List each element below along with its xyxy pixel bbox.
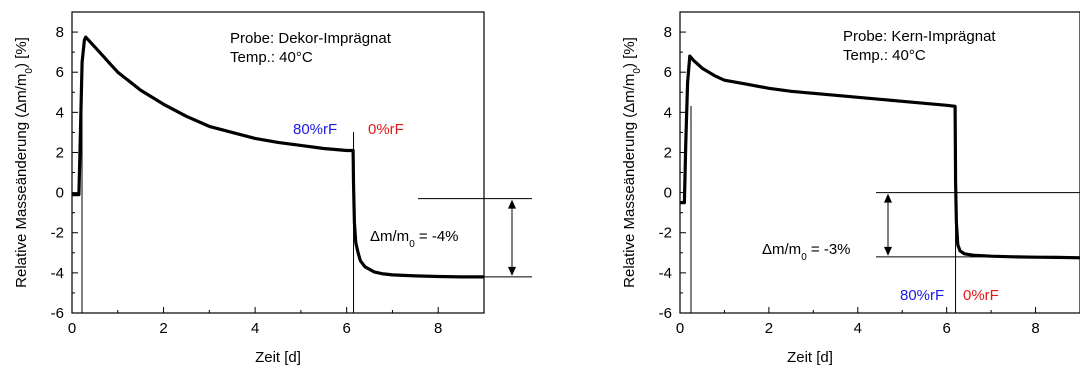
y-tick-label: 8	[56, 24, 64, 41]
chart-dekor: 0 2 4 6 8 -6 -4 -2 0 2 4 6 8 Zeit [d] Relative Mass…	[13, 11, 532, 366]
y-axis: -6 -4 -2 0 2 4 6 8	[51, 24, 78, 322]
delta-arrow-head-up	[884, 193, 892, 203]
label-80-rh: 80%rF	[900, 287, 944, 304]
data-series-line	[680, 54, 1080, 260]
x-tick-label: 8	[1031, 320, 1039, 337]
y-tick-label: -6	[659, 305, 672, 322]
y-axis-title: Relative Masseänderung (Δm/m0) [%]	[13, 37, 35, 288]
y-tick-label: 0	[664, 185, 672, 202]
delta-mass-label: Δm/m0 = -3%	[762, 241, 851, 263]
plot-frame	[71, 11, 485, 314]
plot-frame	[679, 11, 1080, 314]
x-axis-title: Zeit [d]	[787, 349, 833, 366]
y-tick-label: -4	[51, 265, 64, 282]
y-tick-label: -4	[659, 265, 672, 282]
y-tick-label: 6	[664, 64, 672, 81]
x-tick-label: 2	[765, 320, 773, 337]
x-tick-label: 4	[854, 320, 862, 337]
legend-temperature: Temp.: 40°C	[843, 47, 926, 64]
annotation-lines	[690, 106, 1080, 313]
label-0-rh: 0%rF	[963, 287, 999, 304]
y-tick-label: 0	[56, 185, 64, 202]
y-tick-label: -2	[659, 225, 672, 242]
y-tick-label: 8	[664, 24, 672, 41]
x-axis: 0 2 4 6 8	[68, 307, 442, 337]
y-tick-label: 6	[56, 64, 64, 81]
x-axis-title: Zeit [d]	[255, 349, 301, 366]
y-axis: -6 -4 -2 0 2 4 6 8	[659, 24, 686, 322]
delta-arrow-head-down	[508, 266, 516, 276]
legend-sample: Probe: Dekor-Imprägnat	[230, 30, 392, 47]
x-tick-label: 0	[68, 320, 76, 337]
y-tick-label: 2	[664, 144, 672, 161]
x-tick-label: 4	[251, 320, 259, 337]
y-axis-title: Relative Masseänderung (Δm/m0) [%]	[621, 37, 643, 288]
delta-arrow-head-down	[884, 246, 892, 256]
data-series-line	[72, 35, 484, 279]
y-tick-label: 4	[56, 104, 64, 121]
x-tick-label: 6	[342, 320, 350, 337]
legend-temperature: Temp.: 40°C	[230, 49, 313, 66]
y-tick-label: 4	[664, 104, 672, 121]
x-axis: 0 2 4 6 8	[676, 307, 1040, 337]
y-tick-label: 2	[56, 144, 64, 161]
x-tick-label: 6	[942, 320, 950, 337]
x-tick-label: 0	[676, 320, 684, 337]
chart-kern: 0 2 4 6 8 -6 -4 -2 0 2 4 6 8 Zeit [d] Relative Mass…	[621, 11, 1080, 366]
delta-mass-label: Δm/m0 = -4%	[370, 228, 459, 250]
x-tick-label: 8	[434, 320, 442, 337]
delta-arrow-head-up	[508, 199, 516, 209]
label-0-rh: 0%rF	[368, 121, 404, 138]
x-tick-label: 2	[159, 320, 167, 337]
label-80-rh: 80%rF	[293, 121, 337, 138]
y-tick-label: -6	[51, 305, 64, 322]
legend-sample: Probe: Kern-Imprägnat	[843, 28, 996, 45]
y-tick-label: -2	[51, 225, 64, 242]
